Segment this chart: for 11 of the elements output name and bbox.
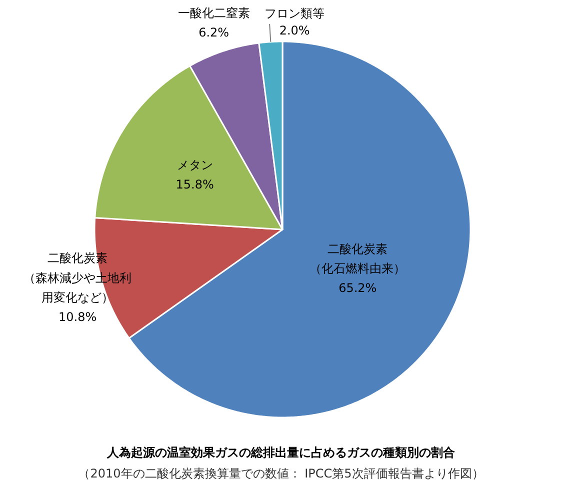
data-label: 2.0% (279, 23, 310, 38)
data-label: 65.2% (338, 280, 377, 295)
text: （2010年の二酸化炭素換算量での数値： IPCC第5次評価報告書より作図） (78, 466, 484, 480)
text: 人為起源の温室効果ガスの総排出量に占めるガスの種類別の割合 (106, 446, 456, 460)
data-label: 6.2% (198, 25, 230, 40)
slice-label: 二酸化炭素（化石燃料由来） (310, 242, 406, 276)
data-label: 10.8% (58, 310, 97, 324)
slice-label: フロン類等 (264, 6, 325, 21)
slice-label: 一酸化二窒素 (178, 6, 250, 20)
data-label: 15.8% (176, 177, 214, 192)
slice-label: メタン (176, 158, 213, 172)
